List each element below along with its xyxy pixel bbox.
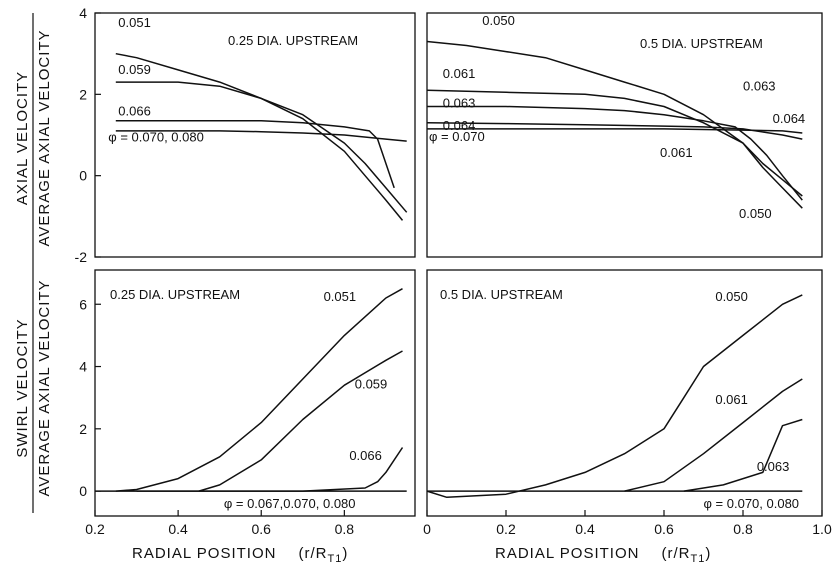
x-tick-label: 0.6 (654, 521, 674, 537)
series-line-0.050 (426, 294, 803, 499)
x-tick-label: 0.2 (496, 521, 516, 537)
series-annotation: φ = 0.067,0.070, 0.080 (224, 496, 356, 511)
xlabel-left-close: ) (342, 545, 348, 562)
series-line-phi-4 (427, 128, 803, 134)
plot-frame (426, 12, 823, 258)
y-tick-label: 6 (79, 296, 87, 312)
series-annotation: φ = 0.070, 0.080 (108, 130, 204, 145)
series-annotation: 0.063 (443, 95, 476, 110)
series-line-0.059 (198, 350, 403, 492)
series-line-phi-3 (115, 130, 407, 142)
y-tick-label: 4 (79, 5, 87, 21)
series-annotation: 0.063 (743, 78, 776, 93)
panel-title: 0.25 DIA. UPSTREAM (228, 33, 358, 48)
xlabel-right: RADIAL POSITION (r/RT1) (495, 545, 711, 565)
series-annotation: φ = 0.070, 0.080 (704, 496, 800, 511)
series-annotation: 0.061 (660, 145, 693, 160)
series-annotation: 0.066 (118, 103, 151, 118)
ylabel-swirl-denominator: AVERAGE AXIAL VELOCITY (36, 279, 53, 496)
x-tick-label: 0 (423, 521, 431, 537)
series-annotation: 0.050 (482, 13, 515, 28)
xlabel-right-sub: T1 (690, 553, 705, 565)
panel-title: 0.5 DIA. UPSTREAM (440, 287, 563, 302)
series-annotation: 0.050 (739, 206, 772, 221)
series-annotation: 0.051 (324, 289, 357, 304)
series-annotation: 0.059 (355, 376, 388, 391)
series-line-0.064 (426, 122, 803, 140)
xlabel-left-text: RADIAL POSITION (132, 545, 276, 562)
plot-frame (94, 269, 416, 517)
series-annotation: 0.059 (118, 62, 151, 77)
series-annotation: 0.064 (773, 111, 806, 126)
series-line-0.051 (115, 288, 403, 492)
y-tick-label: -2 (75, 249, 88, 265)
series-annotation: 0.066 (349, 448, 382, 463)
ylabel-swirl: SWIRL VELOCITY AVERAGE AXIAL VELOCITY (14, 263, 53, 513)
ylabel-axial-denominator: AVERAGE AXIAL VELOCITY (36, 29, 53, 246)
xlabel-left: RADIAL POSITION (r/RT1) (132, 545, 348, 565)
y-tick-label: 4 (79, 359, 87, 375)
series-line-0.063 (683, 418, 803, 492)
xlabel-right-var: (r/R (661, 545, 690, 562)
xlabel-left-var: (r/R (298, 545, 327, 562)
xlabel-right-close: ) (705, 545, 711, 562)
plot-frame (94, 12, 416, 258)
y-tick-label: 0 (79, 483, 87, 499)
x-tick-label: 0.8 (733, 521, 753, 537)
y-tick-label: 2 (79, 421, 87, 437)
series-annotation: 0.050 (715, 289, 748, 304)
panel-title: 0.25 DIA. UPSTREAM (110, 287, 240, 302)
series-line-0.050 (426, 40, 803, 209)
series-line-0.059 (115, 81, 408, 213)
panel-axial-025: -2 0 2 4 0.25 DIA. UPSTREAM 0.051 0.059 0.066 φ … (75, 5, 416, 265)
x-tick-label: 0.6 (251, 521, 271, 537)
series-annotation: 0.063 (757, 459, 790, 474)
series-annotation: φ = 0.070 (429, 129, 485, 144)
x-tick-label: 0.4 (168, 521, 188, 537)
ylabel-swirl-numerator: SWIRL VELOCITY (14, 318, 31, 457)
x-tick-label: 0.8 (335, 521, 355, 537)
series-line-0.061 (426, 89, 803, 197)
series-line-0.063 (427, 105, 803, 201)
plot-frame (426, 269, 823, 517)
series-line-0.051 (115, 52, 404, 221)
xlabel-left-sub: T1 (327, 553, 342, 565)
series-line-0.061 (624, 378, 803, 492)
panel-swirl-025: 0 2 4 6 0.2 0.4 0.6 0.8 0.25 DIA. UPSTREAM 0.051 0… (79, 269, 416, 537)
panel-title: 0.5 DIA. UPSTREAM (640, 36, 763, 51)
series-annotation: 0.061 (715, 392, 748, 407)
x-tick-label: 0.4 (575, 521, 595, 537)
y-tick-label: 2 (79, 86, 87, 102)
panel-swirl-05: 0 0.2 0.4 0.6 0.8 1.0 0.5 DIA. UPSTREAM 0.050 0.… (423, 269, 832, 537)
series-annotation: 0.064 (443, 118, 476, 133)
xlabel-right-text: RADIAL POSITION (495, 545, 639, 562)
y-tick-label: 0 (79, 168, 87, 184)
series-annotation: 0.051 (118, 15, 151, 30)
series-annotation: 0.061 (443, 66, 476, 81)
series-line-0.066 (115, 120, 395, 189)
x-tick-label: 1.0 (812, 521, 832, 537)
ylabel-axial: AXIAL VELOCITY AVERAGE AXIAL VELOCITY (14, 13, 53, 263)
x-tick-label: 0.2 (85, 521, 105, 537)
ylabel-axial-numerator: AXIAL VELOCITY (14, 71, 31, 205)
